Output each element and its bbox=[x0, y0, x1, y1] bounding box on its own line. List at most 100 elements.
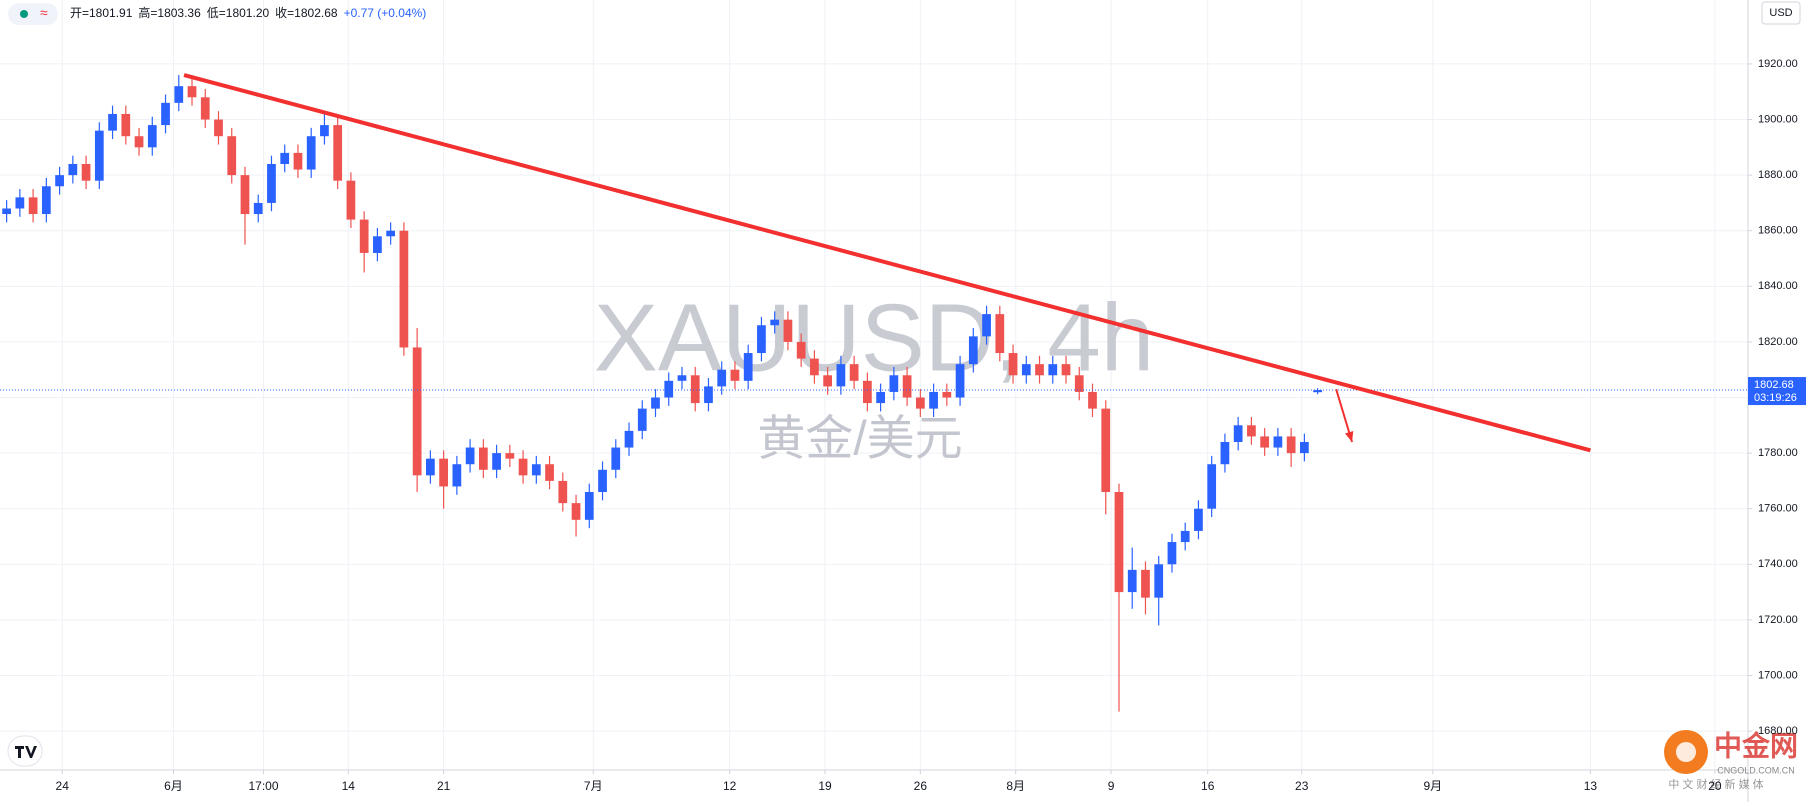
arrow-head bbox=[1345, 431, 1354, 442]
candle-body bbox=[359, 219, 369, 253]
brand-name: 中金网 bbox=[1714, 729, 1798, 761]
x-tick-label: 8月 bbox=[1006, 779, 1025, 793]
tv-logo bbox=[7, 735, 43, 767]
candle-body bbox=[386, 230, 396, 237]
candle-body bbox=[227, 136, 237, 176]
candle-body bbox=[611, 447, 621, 470]
candle-body bbox=[1154, 564, 1164, 598]
candle-body bbox=[81, 164, 91, 181]
candle-body bbox=[1167, 542, 1177, 565]
ohlc-header: 开=1801.91 高=1803.36 低=1801.20 收=1802.68 +0.7… bbox=[70, 5, 426, 20]
candle-body bbox=[399, 230, 409, 348]
candle-body bbox=[995, 314, 1005, 354]
candle-body bbox=[293, 152, 303, 170]
candle-body bbox=[253, 202, 263, 215]
candle-body bbox=[68, 164, 78, 176]
y-tick-label: 1680.00 bbox=[1758, 725, 1798, 737]
countdown-label: 03:19:26 bbox=[1754, 392, 1797, 404]
x-tick-label: 16 bbox=[1201, 779, 1215, 793]
candle-body bbox=[823, 375, 833, 387]
brand-logo-inner bbox=[1676, 742, 1696, 762]
logo-badge[interactable] bbox=[7, 735, 43, 767]
candle-body bbox=[876, 391, 885, 404]
y-tick-label: 1840.00 bbox=[1758, 280, 1798, 292]
candle-body bbox=[982, 314, 991, 337]
x-tick-label: 21 bbox=[437, 779, 451, 793]
y-tick-label: 1760.00 bbox=[1758, 503, 1798, 515]
candle-body bbox=[134, 136, 144, 148]
candle-body bbox=[796, 341, 806, 359]
candle-body bbox=[915, 397, 925, 409]
candle-body bbox=[968, 336, 978, 365]
candle-body bbox=[664, 380, 674, 398]
candle-body bbox=[743, 353, 753, 381]
y-tick-label: 1820.00 bbox=[1758, 336, 1798, 348]
candle-body bbox=[346, 180, 356, 220]
candle-body bbox=[108, 113, 117, 131]
x-tick-label: 12 bbox=[723, 779, 737, 793]
candle-body bbox=[465, 447, 475, 465]
candle-body bbox=[558, 480, 568, 504]
candle-body bbox=[214, 119, 223, 137]
currency-button[interactable] bbox=[1761, 1, 1801, 25]
candle-body bbox=[333, 125, 343, 181]
x-tick-label: 6月 bbox=[164, 779, 183, 793]
candle-body bbox=[505, 453, 515, 459]
last-price-tag bbox=[1748, 377, 1806, 406]
x-tick-label: 19 bbox=[818, 779, 832, 793]
candle-body bbox=[1194, 508, 1203, 531]
brand-slogan: 中 文 财 经 新 媒 体 bbox=[1668, 777, 1763, 791]
candle-body bbox=[306, 136, 316, 170]
candle-body bbox=[1286, 436, 1296, 454]
candle-body bbox=[240, 175, 250, 215]
candle-body bbox=[1061, 364, 1071, 376]
candle-body bbox=[478, 447, 488, 470]
candle-body bbox=[637, 408, 647, 431]
candle-body bbox=[1101, 408, 1111, 493]
y-tick-label: 1780.00 bbox=[1758, 447, 1798, 459]
candle-body bbox=[1260, 436, 1270, 448]
x-tick-label: 13 bbox=[1584, 779, 1598, 793]
x-tick-label: 7月 bbox=[584, 779, 603, 793]
candle-body bbox=[174, 86, 184, 103]
watermark-symbol: XAUUSD, 4h bbox=[594, 284, 1154, 391]
candle-body bbox=[929, 391, 938, 409]
candle-body bbox=[1114, 492, 1124, 593]
candle-body bbox=[690, 375, 700, 404]
ohlc-item: 低=1801.20 bbox=[207, 6, 270, 20]
x-tick-label: 26 bbox=[914, 779, 928, 793]
candle-body bbox=[942, 391, 952, 398]
status-pill[interactable] bbox=[8, 3, 58, 25]
y-tick-label: 1700.00 bbox=[1758, 669, 1798, 681]
y-tick-label: 1920.00 bbox=[1758, 58, 1798, 70]
candle-body bbox=[730, 369, 740, 381]
candle-body bbox=[1180, 530, 1190, 543]
header: ≈ bbox=[8, 3, 58, 25]
candle-body bbox=[810, 358, 819, 376]
ohlc-item: 收=1802.68 bbox=[275, 6, 338, 20]
candle-body bbox=[1300, 441, 1309, 454]
watermark-name: 黄金/美元 bbox=[757, 413, 962, 466]
candle-body bbox=[1313, 390, 1322, 393]
candle-body bbox=[1247, 425, 1256, 437]
brand: 中金网 CNGOLD.COM.CN 中 文 财 经 新 媒 体 bbox=[1664, 729, 1798, 791]
candle-body bbox=[955, 364, 965, 398]
candle-body bbox=[571, 503, 581, 520]
x-tick-label: 20 bbox=[1708, 779, 1722, 793]
candle-body bbox=[1127, 569, 1137, 593]
x-tick-label: 9 bbox=[1108, 779, 1115, 793]
currency-label: USD bbox=[1769, 7, 1792, 19]
candle-body bbox=[439, 458, 448, 487]
candle-body bbox=[15, 197, 25, 209]
candle-body bbox=[1207, 464, 1217, 509]
candle-body bbox=[889, 375, 899, 392]
grid bbox=[0, 0, 1748, 770]
candle-body bbox=[187, 86, 197, 98]
ohlc-item: 开=1801.91 bbox=[70, 6, 133, 20]
candle-body bbox=[94, 130, 104, 181]
candle-body bbox=[1273, 436, 1283, 448]
candle-body bbox=[452, 464, 462, 487]
trendline bbox=[183, 73, 1591, 453]
candle-body bbox=[1141, 569, 1150, 598]
